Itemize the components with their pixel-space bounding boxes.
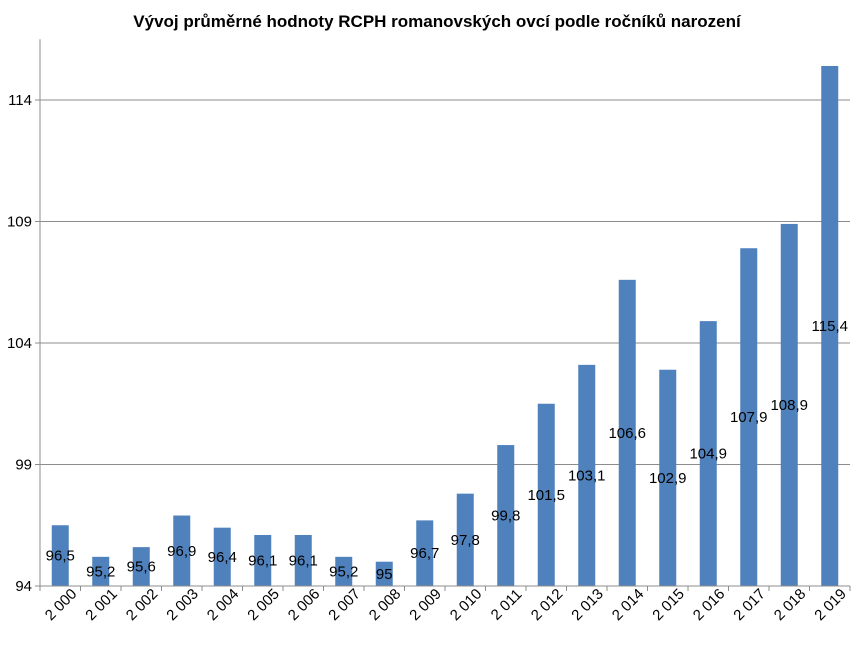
data-label: 96,1 — [289, 552, 318, 569]
data-label: 96,1 — [248, 552, 277, 569]
x-tick-label: 2 001 — [82, 586, 121, 625]
bar — [213, 527, 231, 586]
bar — [173, 515, 191, 586]
data-label: 96,4 — [208, 549, 237, 566]
bar — [578, 364, 596, 586]
data-label: 96,7 — [410, 545, 439, 562]
x-tick-label: 2 018 — [771, 586, 810, 625]
x-tick-label: 2 014 — [609, 586, 648, 625]
bar — [51, 525, 69, 586]
x-tick-label: 2 010 — [447, 586, 486, 625]
bar — [456, 493, 474, 586]
data-label: 102,9 — [649, 470, 687, 487]
x-axis-ticks: 2 000 2 001 2 002 2 003 2 004 2 005 2 006 2 007… — [42, 586, 850, 625]
bars — [51, 65, 839, 587]
x-tick-label: 2 002 — [123, 586, 162, 625]
bar — [375, 561, 393, 586]
x-tick-label: 2 006 — [285, 586, 324, 625]
data-label: 95 — [376, 566, 393, 583]
data-label: 95,6 — [127, 559, 156, 576]
data-label: 96,5 — [46, 548, 75, 565]
x-tick-label: 2 003 — [163, 586, 202, 625]
bar — [618, 279, 636, 586]
x-tick-label: 2 005 — [244, 586, 283, 625]
bar — [294, 534, 312, 586]
data-label: 107,9 — [730, 409, 768, 426]
y-tick-label: 114 — [8, 92, 32, 109]
bar — [699, 321, 717, 586]
chart-title: Vývoj průměrné hodnoty RCPH romanovských… — [133, 12, 742, 31]
x-tick-label: 2 013 — [568, 586, 607, 625]
y-tick-label: 109 — [7, 214, 32, 231]
bar — [335, 556, 353, 586]
x-axis — [39, 39, 851, 591]
data-label: 101,5 — [527, 487, 565, 504]
bar — [780, 223, 798, 586]
bar — [132, 547, 150, 586]
bar — [416, 520, 434, 586]
data-label: 95,2 — [86, 563, 115, 580]
x-tick-label: 2 011 — [488, 586, 526, 624]
data-label: 99,8 — [491, 508, 520, 525]
x-tick-label: 2 007 — [325, 586, 364, 625]
x-tick-label: 2 017 — [730, 586, 769, 625]
x-tick-label: 2 000 — [42, 586, 81, 625]
data-label: 103,1 — [568, 467, 606, 484]
y-tick-label: 104 — [7, 335, 32, 352]
data-label: 115,4 — [812, 318, 848, 335]
y-tick-label: 94 — [15, 578, 32, 595]
x-tick-label: 2 016 — [690, 586, 729, 625]
x-tick-label: 2 004 — [204, 586, 243, 625]
x-tick-label: 2 009 — [406, 586, 445, 625]
bar — [821, 65, 839, 587]
data-label: 96,9 — [167, 543, 196, 560]
data-label: 97,8 — [451, 532, 480, 549]
data-label: 95,2 — [329, 563, 358, 580]
data-label: 106,6 — [608, 425, 646, 442]
x-tick-label: 2 019 — [811, 586, 850, 625]
bar — [659, 369, 677, 586]
x-tick-label: 2 008 — [366, 586, 405, 625]
y-tick-label: 99 — [15, 457, 32, 474]
data-label: 104,9 — [689, 446, 727, 463]
x-tick-label: 2 012 — [528, 586, 567, 625]
data-labels: 96,5 95,2 95,6 96,9 96,4 96,1 96,1 95,2 95 96,7 97… — [46, 318, 848, 583]
bar — [497, 445, 515, 586]
gridlines — [40, 99, 850, 465]
y-axis-ticks: 94 99 104 109 114 — [7, 92, 40, 595]
bar — [92, 556, 110, 586]
bar — [537, 403, 555, 586]
bar — [254, 534, 272, 586]
data-label: 108,9 — [770, 397, 808, 414]
x-tick-label: 2 015 — [649, 586, 688, 625]
bar — [740, 248, 758, 587]
